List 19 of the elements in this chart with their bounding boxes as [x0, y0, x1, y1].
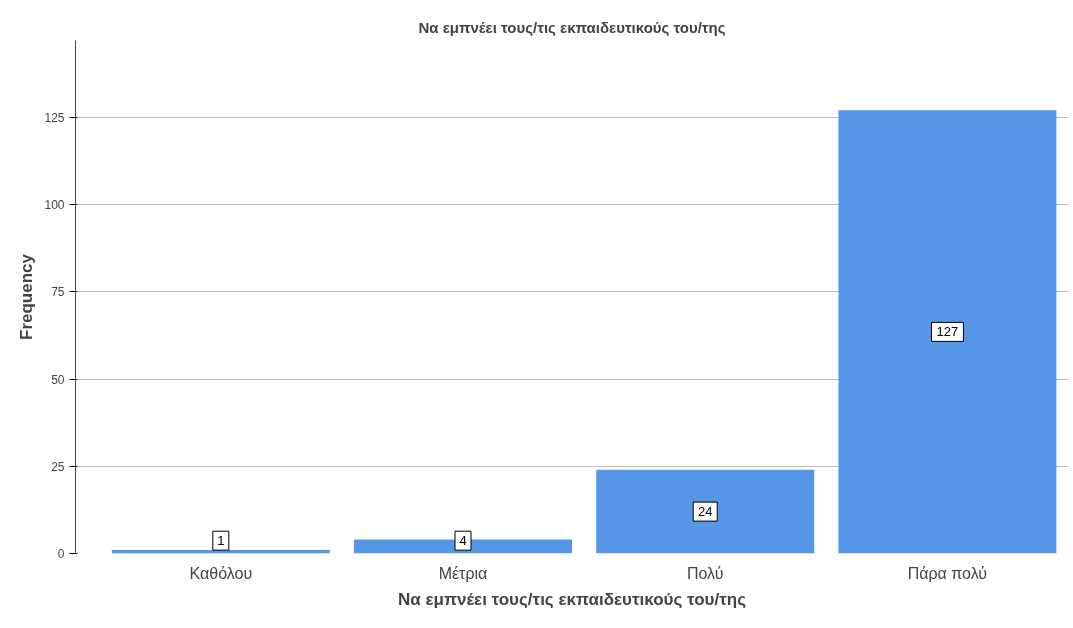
y-tick-label: 0: [57, 547, 65, 561]
data-label: 1: [217, 533, 225, 549]
x-tick-label: Καθόλου: [189, 564, 253, 582]
y-tick-label: 50: [51, 372, 65, 387]
data-label: 127: [936, 324, 959, 340]
bar: [838, 110, 1057, 554]
x-axis-title: Να εμπνέει τους/τις εκπαιδευτικούς του/της: [398, 589, 747, 609]
data-label: 24: [697, 504, 713, 520]
y-axis-title: Frequency: [17, 253, 37, 340]
data-label: 4: [459, 533, 467, 549]
x-tick-label: Μέτρια: [438, 564, 488, 582]
bar: [596, 469, 815, 554]
y-tick-label: 25: [51, 459, 65, 474]
y-tick-label: 75: [51, 285, 65, 300]
x-tick-label: Πάρα πολύ: [907, 564, 988, 582]
y-tick-label: 125: [44, 110, 65, 125]
x-tick-label: Πολύ: [686, 564, 724, 582]
chart-title: Να εμπνέει τους/τις εκπαιδευτικούς του/της: [418, 18, 726, 36]
y-tick-label: 100: [44, 198, 65, 213]
